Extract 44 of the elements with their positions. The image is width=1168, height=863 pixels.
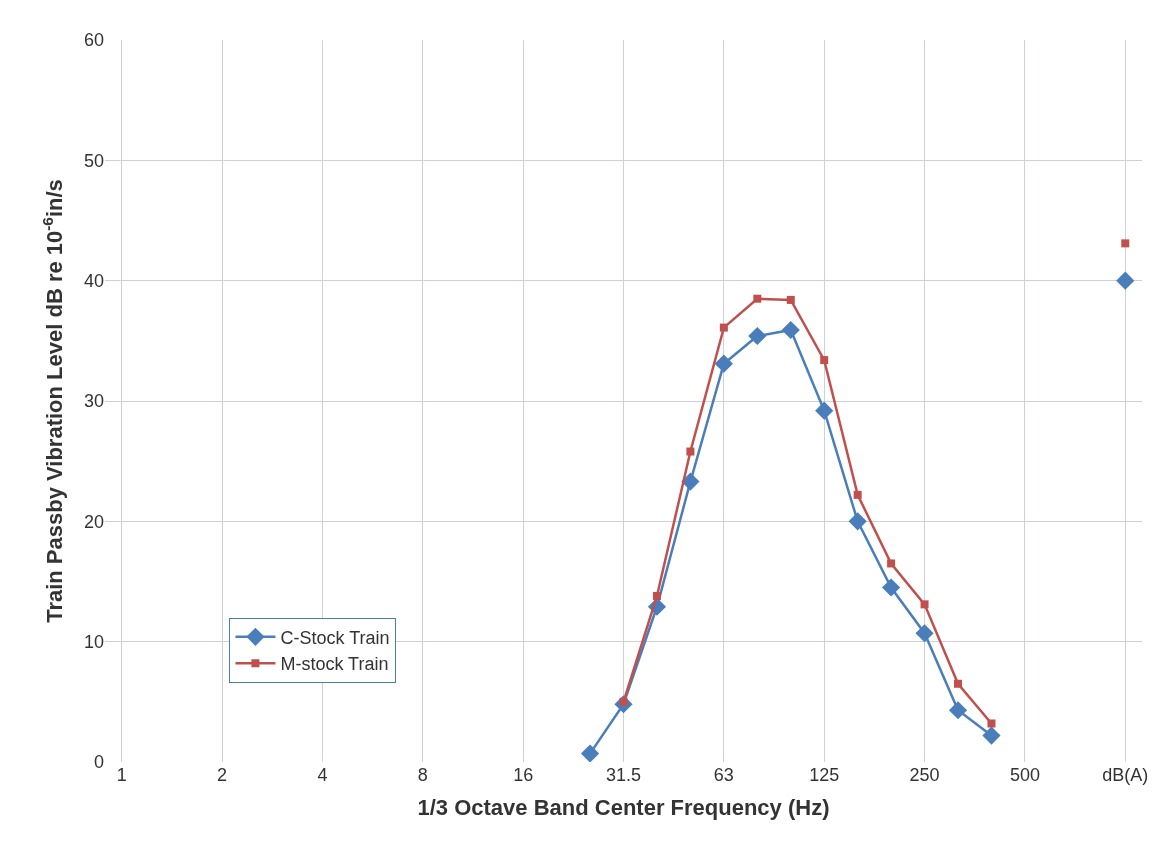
y-tick-label: 20	[83, 511, 104, 532]
x-tick-label: 8	[417, 765, 428, 785]
point	[848, 512, 867, 531]
point	[915, 624, 934, 643]
point	[853, 490, 862, 499]
point	[887, 559, 896, 568]
x-tick-label: 4	[317, 765, 328, 785]
y-tick-label: 0	[93, 752, 104, 773]
point	[719, 323, 728, 332]
point	[686, 447, 695, 456]
x-tick-label: 31.5	[605, 765, 642, 785]
y-tick-label: 10	[83, 631, 104, 652]
y-tick-label: 50	[83, 150, 104, 171]
point	[786, 295, 795, 304]
point	[982, 726, 1001, 745]
legend-label: M-stock Train	[280, 654, 389, 675]
x-tick-label: 250	[909, 765, 940, 785]
point	[652, 591, 661, 600]
point	[882, 578, 901, 597]
point	[1116, 271, 1135, 290]
y-tick-label: 30	[83, 391, 104, 412]
point	[781, 320, 800, 340]
point	[987, 719, 996, 728]
x-tick-label: 16	[513, 765, 534, 785]
x-tick-label: 1	[116, 765, 127, 785]
x-tick-label: 2	[217, 765, 228, 785]
point	[748, 326, 767, 346]
y-tick-label: 40	[83, 270, 104, 291]
legend-label: C-Stock Train	[280, 627, 390, 648]
y-tick-label: 60	[83, 30, 104, 51]
point	[681, 472, 700, 491]
point	[954, 679, 963, 688]
point	[948, 701, 968, 720]
point	[714, 354, 733, 373]
point	[920, 600, 929, 609]
x-tick-label: 500	[1009, 765, 1040, 785]
x-tick-label: 63	[713, 765, 734, 785]
x-tick-label: 125	[809, 765, 840, 785]
x-tick-label: dB(A)	[1102, 765, 1149, 785]
x-axis-title: 1/3 Octave Band Center Frequency (Hz)	[417, 794, 830, 820]
point	[820, 356, 829, 365]
point	[753, 294, 762, 303]
point	[580, 744, 600, 762]
point	[815, 401, 834, 420]
